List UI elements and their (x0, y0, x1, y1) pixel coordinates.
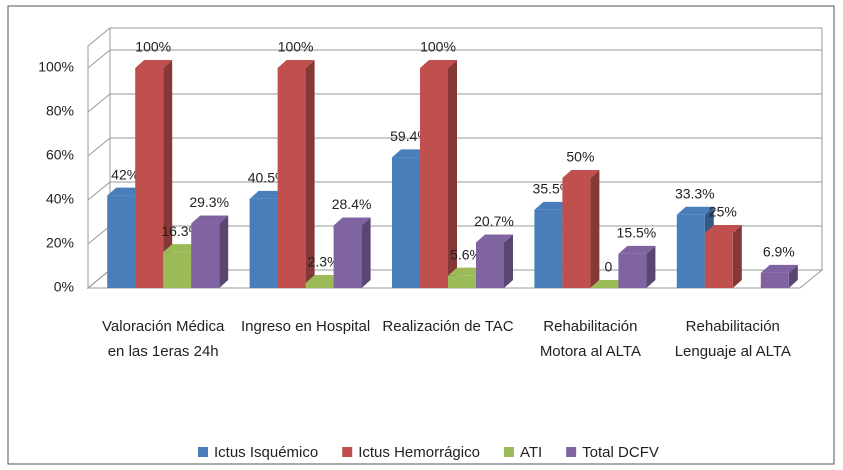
grid-line (87, 49, 822, 69)
bar-top (249, 190, 287, 199)
bar-top (107, 187, 145, 196)
bar (760, 272, 789, 288)
legend-label: Ictus Isquémico (214, 444, 318, 461)
bar (191, 223, 220, 288)
bar (135, 68, 164, 288)
y-tick-label: 100% (38, 59, 74, 75)
bar-side (305, 60, 315, 288)
value-label: 20.7% (474, 213, 514, 229)
value-label: 59.4% (390, 128, 430, 144)
bar-top (420, 60, 457, 68)
legend-label: ATI (520, 444, 542, 461)
bar (420, 68, 448, 288)
bar-top (277, 60, 315, 68)
legend-swatch (566, 447, 577, 457)
bar (249, 198, 278, 288)
bar-top (704, 225, 742, 233)
value-label: 0 (605, 259, 613, 275)
value-label: 100% (278, 39, 314, 55)
back-wall (87, 26, 111, 290)
value-label: 25% (709, 204, 737, 220)
grid-line (87, 93, 822, 113)
value-label: 6.9% (763, 244, 795, 260)
grid-line (87, 137, 822, 157)
bar-top (476, 234, 513, 243)
bar (534, 209, 563, 288)
bar-side (590, 170, 600, 288)
bar-top (448, 267, 485, 276)
bar-top (333, 217, 371, 226)
bar-side (788, 264, 798, 288)
value-label: 33.3% (675, 185, 715, 201)
bar-side (646, 245, 656, 288)
bar-side (504, 234, 513, 288)
bar-side (219, 215, 229, 288)
value-label: 100% (135, 39, 171, 55)
bar-top (135, 60, 173, 68)
legend-label: Total DCFV (582, 444, 659, 461)
bar-side (732, 225, 742, 288)
value-label: 100% (420, 39, 456, 55)
legend-swatch (503, 447, 514, 457)
bar-top (163, 244, 201, 253)
y-tick-label: 40% (46, 191, 74, 207)
bar (163, 252, 192, 288)
bar (305, 282, 334, 288)
value-label: 42% (111, 166, 139, 182)
value-label: 40.5% (248, 170, 288, 186)
x-tick-label: Rehabilitación Lenguaje al ALTA (674, 318, 791, 360)
bar-top (676, 206, 714, 215)
value-label: 16.3% (161, 223, 201, 239)
bar-top (618, 245, 656, 254)
bar-side (361, 217, 371, 288)
bar-top (305, 274, 343, 283)
legend-swatch (342, 447, 353, 457)
bar-top (392, 149, 429, 158)
bar (476, 242, 504, 288)
bar (618, 253, 647, 288)
bar-top (562, 170, 600, 178)
value-label: 15.5% (617, 225, 657, 241)
bar (562, 178, 591, 288)
bar (333, 225, 362, 288)
value-label: 29.3% (189, 194, 229, 210)
value-label: 50% (566, 149, 594, 165)
legend-swatch (198, 447, 208, 457)
bar (676, 214, 705, 288)
value-label: 5.6% (450, 246, 482, 262)
y-tick-label: 0% (54, 279, 74, 295)
x-tick-label: Rehabilitación Motora al ALTA (539, 318, 641, 360)
bar (704, 233, 733, 288)
bar (107, 195, 136, 288)
legend-label: Ictus Hemorrágico (358, 444, 480, 461)
value-label: 2.3% (308, 254, 340, 270)
x-tick-label: Ingreso en Hospital (240, 318, 371, 335)
value-label: 28.4% (332, 196, 372, 212)
bar (448, 275, 476, 288)
bar (277, 68, 306, 288)
bar-side (448, 60, 457, 288)
bar-top (191, 215, 229, 224)
bar-top (590, 280, 628, 288)
x-tick-label: Realización de TAC (382, 318, 514, 335)
bar-side (163, 60, 173, 288)
y-tick-label: 60% (46, 147, 74, 163)
bar-top (534, 201, 572, 210)
bar (392, 157, 420, 288)
y-tick-label: 20% (46, 235, 74, 251)
bar-top (760, 264, 798, 273)
x-tick-label: Valoración Médica en las 1eras 24h (102, 318, 225, 360)
y-tick-label: 80% (46, 103, 74, 119)
value-label: 35.5% (533, 181, 573, 197)
